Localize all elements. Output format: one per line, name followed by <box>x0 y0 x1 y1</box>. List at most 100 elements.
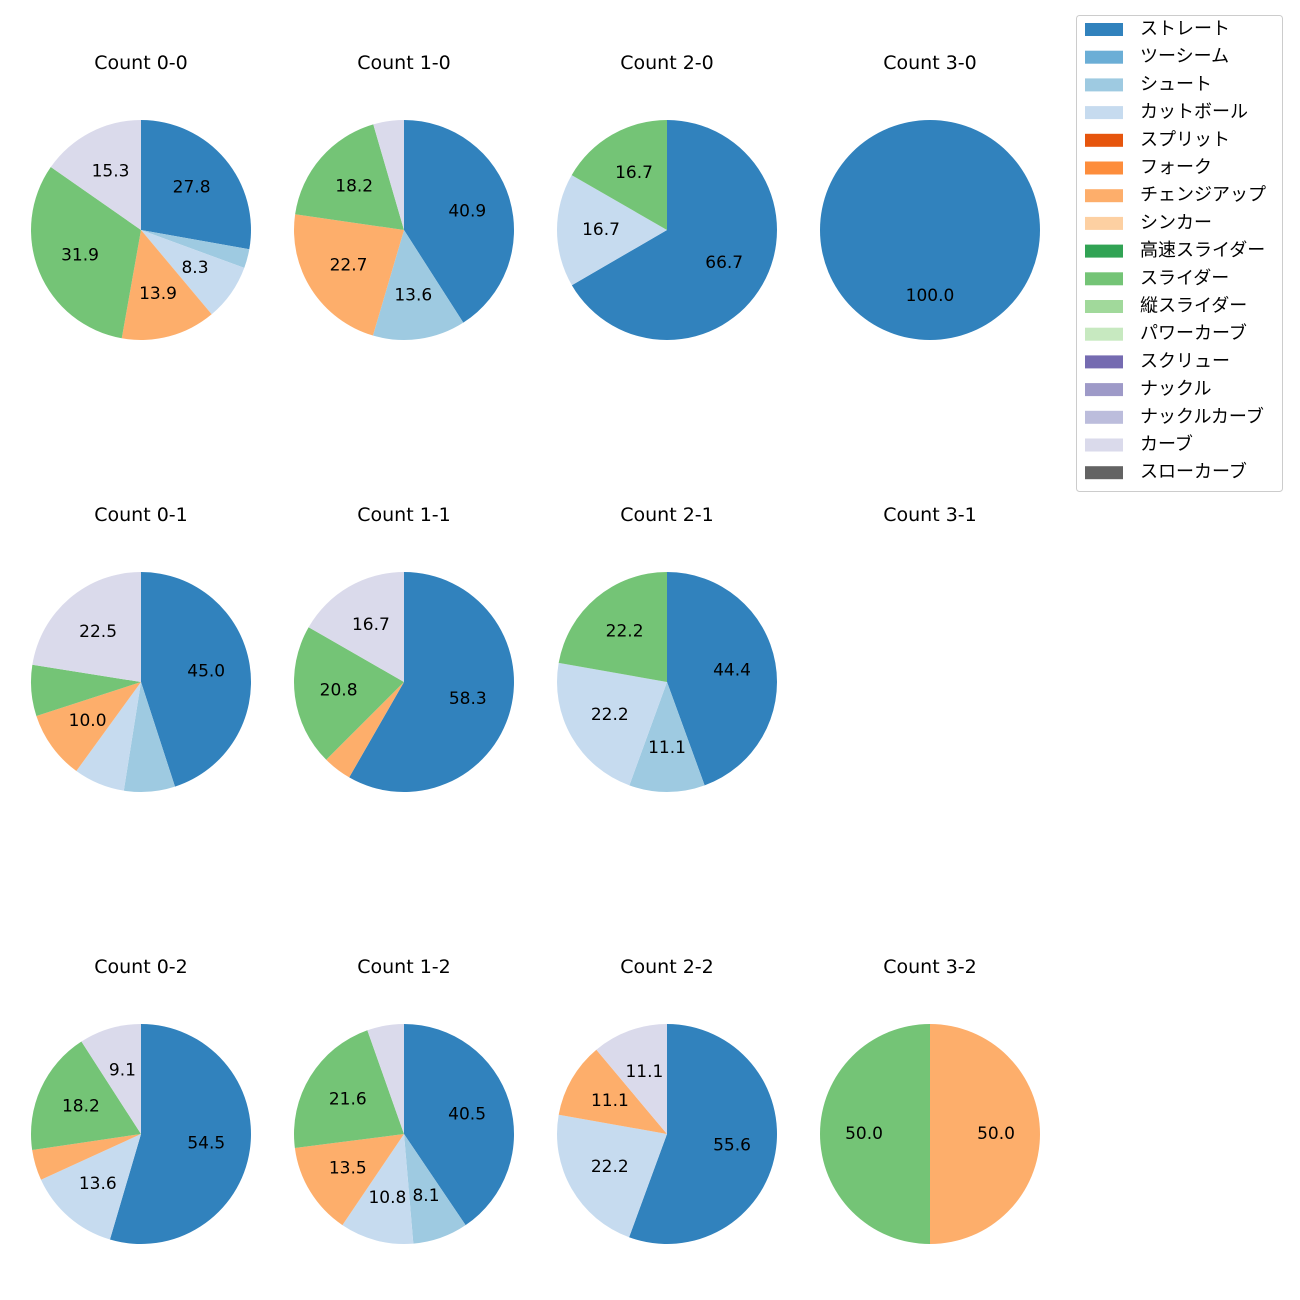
pie-slice <box>123 682 175 793</box>
legend-frame <box>1076 15 1283 492</box>
pie-title: Count 2-0 <box>620 52 714 74</box>
pie-slice <box>367 1024 404 1134</box>
slice-label: 22.2 <box>591 705 629 725</box>
pie-panel: Count 1-1 58.3 20.8 16.7 <box>293 504 514 792</box>
pie-slice <box>50 120 142 230</box>
legend-swatch <box>1085 50 1123 64</box>
legend-swatch <box>1085 327 1123 341</box>
legend-item: パワーカーブ <box>1085 322 1247 344</box>
pie-slice <box>293 214 404 336</box>
slice-label: 31.9 <box>61 245 99 265</box>
pie-slice <box>558 1049 667 1134</box>
slice-label: 40.9 <box>448 202 486 222</box>
pie-slice <box>629 1024 778 1244</box>
slice-label: 66.7 <box>705 253 743 273</box>
pie-panel: Count 0-0 27.8 8.313.9 31.9 15.3 <box>31 52 251 340</box>
legend-label: スプリット <box>1140 129 1230 150</box>
pie-slice <box>404 1134 466 1244</box>
legend-item: スクリュー <box>1085 351 1230 372</box>
legend-label: ストレート <box>1140 19 1230 40</box>
legend-label: 高速スライダー <box>1140 240 1265 261</box>
pie-slice <box>372 230 464 341</box>
pie-slice <box>141 230 245 315</box>
pie-slice <box>349 572 514 792</box>
slice-label: 11.1 <box>591 1091 629 1111</box>
pie-slice <box>141 572 252 787</box>
pie-panels: Count 0-0 27.8 8.313.9 31.9 15.3 Count 1-0 40.… <box>30 52 1040 1244</box>
slice-label: 15.3 <box>92 162 130 182</box>
pie-slice <box>76 682 141 791</box>
legend-item: 高速スライダー <box>1085 240 1265 261</box>
slice-label: 22.7 <box>330 256 368 276</box>
slice-label: 13.5 <box>329 1159 367 1179</box>
legend-item: ナックル <box>1085 379 1211 400</box>
pie-slice <box>404 120 515 323</box>
legend-swatch <box>1085 216 1123 230</box>
legend-swatch <box>1085 410 1123 424</box>
legend-swatch <box>1085 438 1123 452</box>
slice-label: 9.1 <box>109 1061 136 1081</box>
pie-slice <box>294 1134 404 1226</box>
legend-item: スローカーブ <box>1085 461 1247 483</box>
pie-slice <box>556 175 667 286</box>
legend-label: チェンジアップ <box>1140 185 1266 206</box>
legend-item: カーブ <box>1085 433 1193 455</box>
slice-label: 16.7 <box>352 615 390 635</box>
legend-label: ナックルカーブ <box>1140 405 1264 427</box>
pie-slice <box>30 1041 141 1151</box>
slice-label: 8.3 <box>181 258 208 278</box>
slice-label: 21.6 <box>329 1089 367 1109</box>
legend-swatch <box>1085 133 1123 147</box>
pie-title: Count 0-2 <box>94 956 188 978</box>
pie-title: Count 2-2 <box>620 956 714 978</box>
pie-slice <box>571 120 667 230</box>
legend-item: チェンジアップ <box>1085 185 1266 206</box>
pie-title: Count 2-1 <box>620 504 714 526</box>
slice-label: 22.2 <box>606 621 644 641</box>
legend-swatch <box>1085 161 1123 175</box>
slice-label: 11.1 <box>648 738 686 758</box>
slice-label: 50.0 <box>977 1124 1015 1144</box>
pie-panel: Count 1-2 40.5 8.1 10.813.5 21.6 <box>293 956 515 1244</box>
pie-slice <box>557 1114 667 1238</box>
slice-label: 18.2 <box>62 1097 100 1117</box>
legend-label: ナックル <box>1140 379 1211 400</box>
pie-slice <box>629 682 705 793</box>
slice-label: 18.2 <box>335 177 373 197</box>
pie-panel: Count 3-2 50.0 50.0 <box>820 956 1040 1244</box>
slice-label: 55.6 <box>713 1136 751 1156</box>
pie-slice <box>820 120 1040 340</box>
legend-label: スクリュー <box>1140 351 1230 372</box>
slice-label: 11.1 <box>625 1062 663 1082</box>
pie-slice <box>373 120 404 230</box>
pie-slice <box>326 682 404 778</box>
slice-label: 58.3 <box>449 689 487 709</box>
pie-slice <box>141 120 251 250</box>
pie-slice <box>293 1030 404 1148</box>
pie-slice <box>121 230 212 340</box>
legend: ストレートツーシームシュートカットボールスプリットフォークチェンジアップシンカー… <box>1076 15 1283 492</box>
slice-label: 44.4 <box>713 661 751 681</box>
slice-label: 13.6 <box>394 285 432 305</box>
pie-title: Count 3-2 <box>883 956 977 978</box>
legend-label: パワーカーブ <box>1140 322 1247 344</box>
slice-label: 8.1 <box>412 1186 439 1206</box>
legend-swatch <box>1085 106 1123 120</box>
legend-item: ナックルカーブ <box>1085 405 1264 427</box>
pie-slice <box>404 1024 515 1226</box>
pie-slice <box>558 572 667 682</box>
legend-label: シンカー <box>1140 212 1212 233</box>
legend-item: スライダー <box>1085 268 1229 289</box>
pie-slice <box>930 1024 1040 1244</box>
legend-swatch <box>1085 272 1123 286</box>
pie-title: Count 1-0 <box>357 52 451 74</box>
pie-slice <box>556 662 667 786</box>
pie-panel: Count 3-1 <box>883 504 977 526</box>
slice-label: 16.7 <box>615 163 653 183</box>
pie-slice <box>109 1024 251 1244</box>
legend-item: ツーシーム <box>1085 46 1229 67</box>
slice-label: 45.0 <box>187 662 225 682</box>
pie-panel: Count 1-0 40.9 13.6 22.7 18.2 <box>293 52 515 341</box>
pie-slice <box>596 1024 667 1134</box>
